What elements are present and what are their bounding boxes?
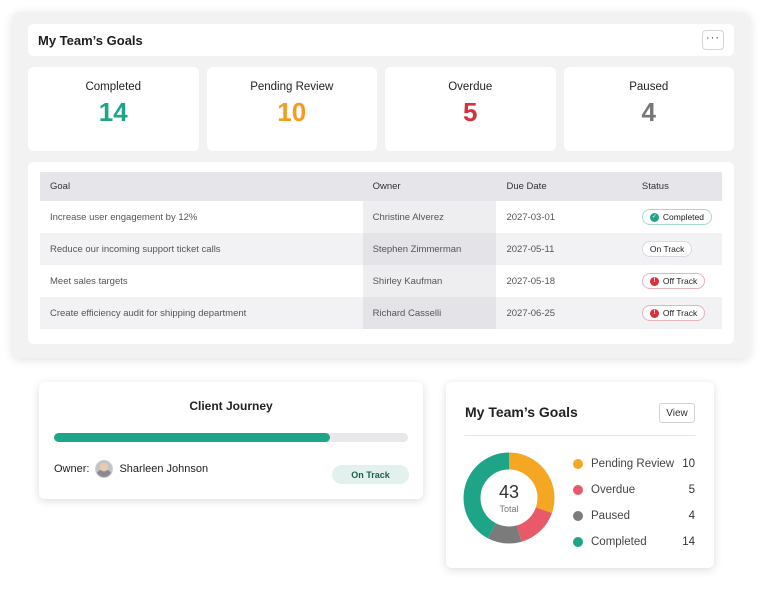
avatar — [95, 460, 114, 478]
status-badge: On Track — [332, 465, 409, 484]
due-date-cell: 2027-05-11 — [496, 233, 632, 265]
owner-cell: Shirley Kaufman — [362, 265, 497, 297]
stat-card-paused: Paused 4 — [563, 67, 734, 151]
alert-circle-icon: ! — [649, 276, 659, 286]
goals-table: Goal Owner Due Date Status Increase user… — [40, 172, 722, 329]
due-date-cell: 2027-06-25 — [496, 297, 632, 329]
legend-dot — [573, 459, 583, 469]
divider — [465, 435, 695, 436]
goal-cell: Reduce our incoming support ticket calls — [40, 233, 363, 265]
table-row[interactable]: Increase user engagement by 12% Christin… — [40, 201, 722, 233]
legend-item-pending-review: Pending Review 10 — [573, 451, 695, 477]
panel-header: My Team’s Goals ··· — [28, 24, 734, 56]
stat-card-pending-review: Pending Review 10 — [206, 67, 377, 151]
legend-value: 10 — [682, 458, 695, 470]
status-label: On Track — [649, 244, 685, 254]
donut-card-title: My Team’s Goals — [465, 404, 578, 420]
stat-card-completed: Completed 14 — [28, 67, 199, 151]
more-options-button[interactable]: ··· — [702, 30, 724, 50]
table-row[interactable]: Create efficiency audit for shipping dep… — [40, 297, 722, 329]
donut-total: 43 Total — [479, 482, 539, 514]
goals-table-card: Goal Owner Due Date Status Increase user… — [28, 162, 734, 344]
alert-circle-icon: ! — [649, 308, 659, 318]
goal-cell: Meet sales targets — [50, 275, 128, 287]
stat-value: 14 — [98, 97, 128, 127]
legend-label: Pending Review — [591, 458, 675, 470]
legend-value: 5 — [688, 484, 695, 496]
legend-label: Overdue — [591, 484, 636, 496]
client-journey-card: Client Journey Owner: Sharleen Johnson O… — [39, 382, 423, 499]
journey-title: Client Journey — [189, 399, 273, 413]
journey-progress-fill — [54, 433, 331, 442]
journey-owner-row: Owner: Sharleen Johnson — [54, 460, 208, 478]
journey-progress-bar — [54, 433, 408, 442]
donut-total-label: Total — [499, 504, 519, 514]
legend-label: Completed — [591, 536, 647, 548]
legend-dot — [573, 511, 583, 521]
donut-segment-paused — [463, 452, 555, 544]
column-header-status[interactable]: Status — [631, 172, 722, 201]
panel-title: My Team’s Goals — [38, 32, 143, 48]
stats-row: Completed 14 Pending Review 10 Overdue 5… — [28, 67, 734, 151]
status-cell: ✓ Completed — [632, 201, 722, 233]
status-badge: ✓ Completed — [641, 209, 712, 225]
status-badge: On Track — [641, 241, 693, 257]
status-label: Off Track — [662, 308, 698, 318]
donut-segment-completed — [463, 452, 555, 544]
column-header-owner[interactable]: Owner — [362, 172, 497, 201]
legend-dot — [573, 485, 583, 495]
owner-name: Sharleen Johnson — [119, 463, 209, 475]
table-row[interactable]: Meet sales targets Shirley Kaufman 2027-… — [40, 265, 722, 297]
legend-dot — [573, 537, 583, 547]
status-badge: ! Off Track — [641, 273, 706, 289]
owner-cell: Stephen Zimmerman — [362, 233, 497, 265]
legend-item-completed: Completed 14 — [573, 529, 695, 555]
legend-label: Paused — [591, 510, 631, 522]
table-row[interactable]: Reduce our incoming support ticket calls… — [40, 233, 722, 265]
goal-cell: Create efficiency audit for shipping dep… — [40, 297, 363, 329]
status-cell: On Track — [631, 233, 722, 265]
column-header-due-date[interactable]: Due Date — [496, 172, 632, 201]
column-header-goal[interactable]: Goal — [40, 172, 363, 201]
status-label: Completed — [662, 212, 704, 222]
status-badge: ! Off Track — [641, 305, 706, 321]
owner-cell: Christine Alverez — [362, 201, 497, 233]
stat-label: Pending Review — [250, 81, 334, 93]
status-label: Off Track — [662, 276, 698, 286]
stat-value: 5 — [463, 97, 478, 127]
stat-label: Completed — [85, 81, 142, 93]
donut-total-value: 43 — [498, 482, 520, 502]
legend-item-overdue: Overdue 5 — [573, 477, 695, 503]
table-header-row: Goal Owner Due Date Status — [40, 172, 722, 201]
due-date-cell: 2027-05-18 — [506, 275, 556, 287]
stat-value: 10 — [277, 97, 307, 127]
status-cell: ! Off Track — [631, 297, 722, 329]
goal-cell: Increase user engagement by 12% — [50, 211, 198, 223]
stat-card-overdue: Overdue 5 — [385, 67, 556, 151]
due-date-cell: 2027-03-01 — [506, 211, 556, 223]
check-circle-icon: ✓ — [649, 212, 659, 222]
owner-label: Owner: — [54, 463, 90, 475]
legend-value: 14 — [682, 536, 695, 548]
donut-legend: Pending Review 10 Overdue 5 Paused 4 Com… — [573, 451, 695, 555]
goals-donut-chart — [463, 452, 555, 544]
stat-label: Overdue — [448, 81, 493, 93]
team-goals-donut-card: My Team’s Goals View 43 Total Pending Re… — [446, 382, 714, 568]
owner-cell: Richard Casselli — [362, 297, 497, 329]
stat-value: 4 — [641, 97, 656, 127]
legend-value: 4 — [688, 510, 695, 522]
status-cell: ! Off Track — [632, 265, 722, 297]
view-button[interactable]: View — [659, 403, 695, 423]
stat-label: Paused — [629, 81, 669, 93]
team-goals-panel: My Team’s Goals ··· Completed 14 Pending… — [12, 12, 750, 358]
legend-item-paused: Paused 4 — [573, 503, 695, 529]
